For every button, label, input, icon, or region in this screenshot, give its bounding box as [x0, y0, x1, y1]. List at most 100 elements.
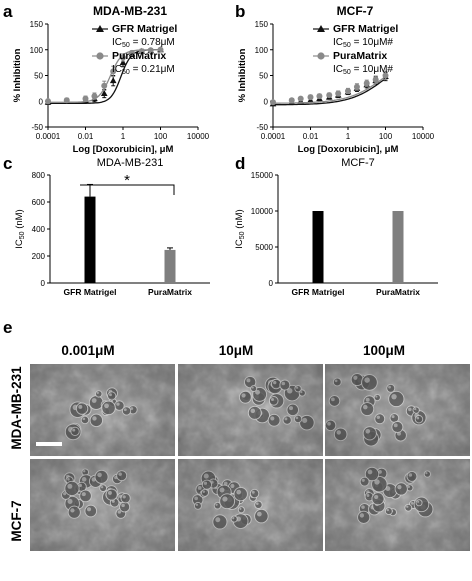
data-point — [157, 46, 164, 53]
micrograph-panel: 0.001μM 10μM 100μM MDA-MB-231 MCF-7 — [9, 343, 470, 551]
significance-bracket — [80, 184, 175, 195]
x-axis-label: Log [Doxorubicin], μM — [73, 144, 174, 155]
column-label-0001: 0.001μM — [61, 343, 114, 358]
chart-a: -50 0 50 100 150 0.0001 0.01 1 100 10000 Log [Doxo… — [12, 20, 210, 155]
data-point — [138, 48, 145, 55]
y-axis-label: IC50 (nM) — [14, 209, 26, 248]
data-point — [297, 95, 304, 102]
x-tick-label: 10000 — [187, 132, 210, 141]
x-tick-label: 0.0001 — [261, 132, 286, 141]
legend-ic50: IC50 = 0.78μM — [112, 37, 175, 49]
y-tick-label: 800 — [32, 171, 46, 180]
micrograph-tile — [178, 459, 323, 551]
x-tick-label: GFR Matrigel — [64, 287, 117, 297]
tile-vignette — [30, 459, 175, 551]
data-point — [345, 87, 351, 94]
series-1 — [270, 70, 389, 106]
data-point — [82, 95, 89, 102]
y-tick-label: 200 — [32, 252, 46, 261]
x-tick-label: 100 — [379, 132, 393, 141]
y-tick-label: 5000 — [255, 243, 273, 252]
panel-c-title: MDA-MB-231 — [97, 157, 164, 169]
x-tick-label: PuraMatrix — [376, 287, 420, 297]
y-tick-label: 50 — [34, 72, 43, 81]
data-point — [372, 76, 379, 83]
legend-label: PuraMatrix — [333, 50, 387, 62]
y-tick-label: 100 — [255, 46, 269, 55]
panel-a-title: MDA-MB-231 — [93, 4, 167, 18]
x-tick-label: 100 — [154, 132, 168, 141]
panel-b-title: MCF-7 — [337, 4, 374, 18]
data-point — [110, 68, 117, 75]
tile-vignette — [178, 459, 323, 551]
y-tick-label: 600 — [32, 198, 46, 207]
micrograph-tile — [30, 459, 175, 551]
panel-letter-b: b — [235, 2, 245, 21]
y-tick-label: 150 — [255, 20, 269, 29]
row-label-mda: MDA-MB-231 — [9, 366, 24, 450]
data-point — [63, 97, 70, 104]
legend-item-puramatrix: PuraMatrix IC50 = 10μM# — [313, 50, 393, 76]
data-point — [335, 90, 342, 97]
significance-asterisk: * — [124, 172, 130, 189]
legend-ic50: IC50 = 10μM# — [333, 64, 393, 76]
y-tick-label: 0 — [41, 279, 46, 288]
chart-d: 0 5000 10000 15000 IC50 (nM) GFR Matrigel Pura… — [234, 171, 438, 297]
legend-label: GFR Matrigel — [112, 23, 177, 35]
panel-letter-e: e — [3, 318, 12, 337]
tile-vignette — [178, 364, 323, 456]
y-tick-label: -50 — [256, 123, 268, 132]
legend-label: PuraMatrix — [112, 50, 166, 62]
x-tick-label: 0.01 — [78, 132, 94, 141]
data-point — [109, 77, 117, 84]
chart-c: 0 200 400 600 800 IC50 (nM) GFR Matrigel PuraMa… — [14, 171, 210, 297]
y-axis-label: IC50 (nM) — [234, 209, 246, 248]
y-tick-label: 400 — [32, 225, 46, 234]
chart-b: -50 0 50 100 150 0.0001 0.01 1 100 10000 Log [Doxo… — [237, 20, 435, 155]
y-tick-label: 0 — [269, 279, 274, 288]
micrograph-tile — [178, 364, 323, 456]
x-tick-label: 0.0001 — [36, 132, 61, 141]
micrograph-tile — [324, 364, 470, 456]
legend-ic50: IC50 = 10μM# — [333, 37, 393, 49]
legend-label: GFR Matrigel — [333, 23, 398, 35]
data-point — [101, 82, 108, 89]
tile-vignette — [325, 364, 470, 456]
y-tick-label: 100 — [30, 46, 44, 55]
legend-item-puramatrix: PuraMatrix IC50 = 0.21μM — [92, 50, 175, 76]
data-point — [363, 80, 370, 87]
micrograph-tile — [325, 459, 470, 551]
series-1 — [45, 46, 164, 105]
data-point — [45, 98, 51, 105]
data-point — [100, 90, 108, 97]
micrograph-tile — [30, 364, 175, 456]
data-point — [326, 92, 333, 99]
x-tick-label: 0.01 — [303, 132, 319, 141]
data-point — [316, 93, 323, 100]
legend-ic50: IC50 = 0.21μM — [112, 64, 175, 76]
y-tick-label: 150 — [30, 20, 44, 29]
chart-b-legend: GFR Matrigel IC50 = 10μM# PuraMatrix IC5… — [313, 23, 398, 76]
x-tick-label: 1 — [121, 132, 126, 141]
y-axis-label: % Inhibition — [237, 48, 248, 102]
data-point — [382, 72, 389, 79]
x-tick-label: 10000 — [412, 132, 435, 141]
bar — [392, 211, 404, 283]
row-label-mcf7: MCF-7 — [9, 500, 24, 541]
panel-letter-c: c — [3, 154, 12, 173]
data-point — [128, 49, 135, 56]
chart-a-legend: GFR Matrigel IC50 = 0.78μM PuraMatrix IC… — [92, 23, 177, 76]
legend-item-gfr-matrigel: GFR Matrigel IC50 = 10μM# — [313, 23, 398, 49]
panel-d-title: MCF-7 — [341, 157, 375, 169]
column-label-10: 10μM — [219, 343, 254, 358]
bar — [84, 196, 96, 283]
y-tick-label: 50 — [259, 72, 268, 81]
bar — [164, 249, 176, 283]
y-tick-label: 0 — [264, 97, 269, 106]
data-point — [270, 99, 276, 106]
bar — [312, 211, 324, 283]
tile-vignette — [325, 459, 470, 551]
column-label-100: 100μM — [363, 343, 405, 358]
data-point — [91, 93, 98, 100]
